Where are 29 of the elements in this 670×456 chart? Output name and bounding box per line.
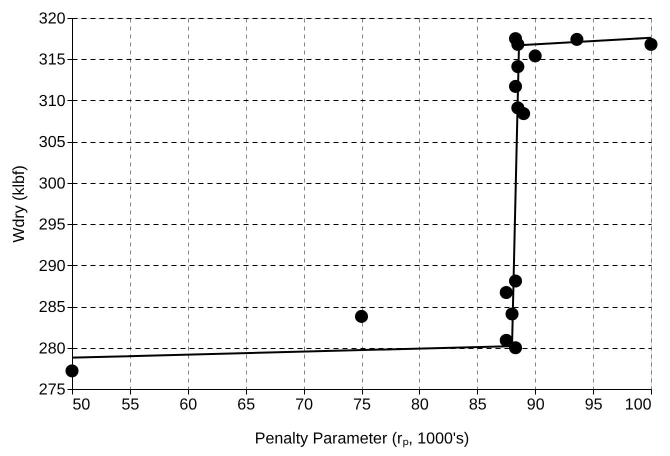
y-tick-label: 280: [38, 340, 66, 358]
x-axis-title: Penalty Parameter (rₚ, 1000's): [254, 430, 470, 448]
x-tick-label: 80: [411, 396, 429, 414]
y-tick-label: 285: [38, 299, 66, 316]
x-tick-label: 60: [179, 396, 198, 414]
point: [517, 107, 530, 120]
x-tick-label: 50: [72, 396, 90, 414]
y-tick-label: 310: [38, 92, 66, 110]
point: [528, 49, 542, 62]
y-axis-title: Wdry (klbf): [10, 165, 28, 243]
y-tick-label: 295: [38, 216, 66, 234]
y-tick-label: 275: [38, 382, 66, 398]
y-tick-label: 290: [38, 258, 66, 275]
x-tick-label: 100: [624, 396, 652, 414]
y-tick-label: 320: [38, 10, 66, 28]
x-tick-label: 65: [237, 396, 256, 414]
x-tick-label: 70: [295, 396, 314, 414]
point: [500, 286, 513, 300]
point: [354, 310, 368, 323]
x-tick-label: 85: [468, 396, 487, 414]
x-tick-label: 75: [353, 396, 371, 414]
x-tick-label: 90: [526, 396, 545, 414]
x-tick-label: 95: [584, 396, 603, 414]
x-tick-label: 55: [122, 396, 140, 414]
y-tick-label: 315: [38, 52, 66, 69]
y-tick-label: 300: [38, 175, 66, 192]
point: [644, 38, 658, 51]
point: [65, 364, 79, 378]
y-tick-label: 305: [38, 134, 66, 152]
